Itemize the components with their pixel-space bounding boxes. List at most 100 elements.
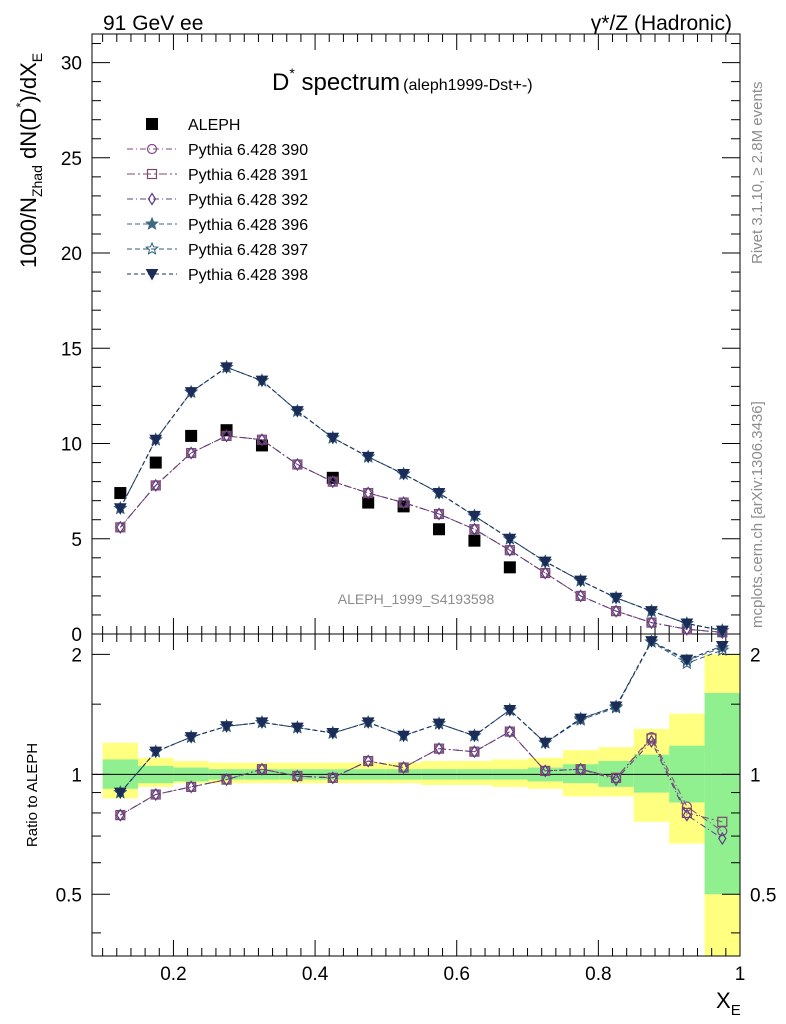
series-line [119,366,723,632]
legend-entry: Pythia 6.428 390 [127,142,308,159]
data-point [113,503,127,515]
energy-label: 91 GeV ee [103,12,203,35]
legend-marker [147,192,157,206]
ratio-point [291,722,304,735]
x-tick-label: 0.8 [585,964,611,985]
y-tick-label: 1 [750,765,761,786]
y-tick-label: 10 [61,435,82,456]
ratio-point [680,654,694,667]
ratio-point [715,640,729,653]
legend-entry: Pythia 6.428 397 [127,241,308,259]
legend-entry: Pythia 6.428 396 [127,216,308,234]
y-tick-label: 2 [71,645,82,666]
series-aleph [114,424,516,574]
legend-entry: ALEPH [146,117,240,134]
ratio-point [434,742,444,756]
ratio-point [151,787,160,802]
legend-label: Pythia 6.428 397 [188,242,308,259]
data-point [574,575,588,588]
data-point [538,556,552,569]
data-point [361,451,375,464]
band-inner-bin [704,692,740,895]
ratio-point [470,745,479,759]
y-tick-label: 0 [71,625,82,646]
ratio-point [116,808,125,822]
x-tick-label: 0.6 [444,964,470,985]
ratio-point [682,808,692,822]
data-point [149,434,163,447]
panel-frames [91,33,741,957]
ratio-point [715,642,730,657]
ratio-point [505,724,515,739]
data-point [432,488,446,500]
data-point [293,457,302,472]
data-point [645,606,658,618]
ratio-point [646,733,657,744]
ratio-series-pythia-6-428-392 [116,724,727,846]
legend-label: Pythia 6.428 392 [188,192,308,209]
ratio-point [255,717,269,729]
process-label: γ*/Z (Hadronic) [591,12,732,35]
ratio-point [717,816,728,827]
ratio-panel-frame [91,633,741,957]
ratio-point [609,701,623,714]
main-y-axis-title: 1000/NZhad dN(D*)/dXE [13,53,45,268]
ratio-y-axis-title: Ratio to ALEPH [24,743,41,847]
ratio-uncertainty-bands [92,654,740,956]
y-tick-label: 0.5 [750,885,776,906]
data-point [326,432,340,445]
data-point [468,510,481,523]
ratio-point [186,780,196,794]
ratio-point [432,718,446,731]
plot-title-rest: spectrum [295,69,400,96]
ratio-point [718,831,727,846]
ratio-point [184,732,198,744]
x-tick-label: 0.2 [160,964,186,985]
legend-marker [145,241,159,255]
ratio-point [611,772,621,787]
data-point [505,543,515,557]
data-point [503,533,517,546]
ratio-point [326,727,340,740]
legend-label: Pythia 6.428 390 [188,142,308,159]
plot-title-sup: * [289,65,295,81]
legend-marker [145,269,159,281]
data-point [220,362,233,374]
ylabel-prefix: 1000/N [16,197,41,268]
ratio-point [222,772,231,787]
y-tick-label: 1 [71,765,82,786]
legend-entry: Pythia 6.428 392 [127,192,308,209]
data-point [609,592,623,605]
plot-title: D* spectrum (aleph1999-Dst+-) [272,65,533,96]
data-point [576,589,585,603]
data-point [185,429,198,442]
ratio-point [645,636,658,648]
data-point [186,446,196,460]
data-point [184,387,198,399]
ratio-point [363,754,373,768]
ratio-point [538,737,552,750]
ratio-point [647,734,656,748]
data-point [541,566,550,580]
axis-ticks [92,34,740,956]
data-point [257,433,267,447]
x-tick-label: 1 [735,964,746,985]
data-point [255,375,269,388]
data-point [222,429,231,443]
series-line [119,435,723,633]
ratio-point [220,721,233,733]
mcplots-label: mcplots.cern.ch [arXiv:1306.3436] [749,401,766,628]
ratio-point [576,762,585,776]
ratio-point [681,807,692,819]
ratio-point [399,760,408,775]
y-tick-label: 30 [61,54,82,75]
data-point [363,486,373,500]
ratio-point [257,762,267,776]
y-tick-label: 20 [61,244,82,265]
data-point [291,406,304,418]
legend: ALEPH Pythia 6.428 390 Pythia 6.428 391 Pyt… [127,117,308,284]
band-inner-bin [633,754,670,793]
data-point [468,534,481,547]
